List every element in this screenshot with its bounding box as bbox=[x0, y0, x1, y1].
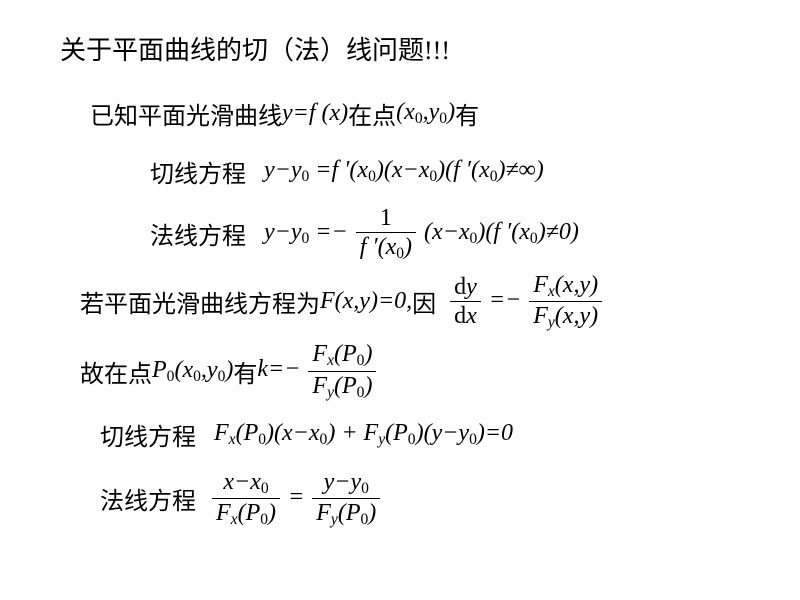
point-P0: P0(x0,y0) bbox=[152, 357, 233, 386]
text: 有 bbox=[233, 354, 257, 389]
label-normal: 法线方程 bbox=[150, 216, 246, 251]
eq-y-fx: y=f (x) bbox=[282, 100, 348, 127]
normal-condition: (f ′(x0)≠0) bbox=[485, 219, 579, 248]
slide: 关于平面曲线的切（法）线问题!!! 已知平面光滑曲线 y=f (x) 在点 (x… bbox=[0, 0, 800, 558]
normal-equation: y−y0 =− 1 f ′(x0) (x−x0) bbox=[264, 205, 485, 262]
line-given-curve: 已知平面光滑曲线 y=f (x) 在点 (x0,y0) 有 bbox=[90, 89, 760, 137]
text: 故在点 bbox=[80, 354, 152, 389]
line-normal-implicit: 法线方程 x−x0 Fx(P0) = y−y0 Fy(P0) bbox=[100, 469, 760, 528]
point-x0y0: (x0,y0) bbox=[396, 99, 455, 128]
tangent-condition: (f ′(x0)≠∞) bbox=[445, 157, 544, 186]
line-normal-explicit: 法线方程 y−y0 =− 1 f ′(x0) (x−x0) (f ′(x0)≠0… bbox=[150, 205, 760, 262]
label-tangent: 切线方程 bbox=[100, 417, 196, 452]
line-tangent-explicit: 切线方程 y−y0 =f ′(x0)(x−x0) (f ′(x0)≠∞) bbox=[150, 147, 760, 195]
label-normal: 法线方程 bbox=[100, 481, 196, 516]
tangent-equation: y−y0 =f ′(x0)(x−x0) bbox=[264, 157, 445, 186]
label-tangent: 切线方程 bbox=[150, 154, 246, 189]
normal-implicit-equation: x−x0 Fx(P0) = y−y0 Fy(P0) bbox=[210, 469, 382, 528]
line-slope-k: 故在点 P0(x0,y0) 有 k=− Fx(P0) Fy(P0) bbox=[80, 341, 760, 400]
text: 有 bbox=[455, 96, 479, 131]
text: 若平面光滑曲线方程为 bbox=[80, 284, 320, 319]
title: 关于平面曲线的切（法）线问题!!! bbox=[60, 30, 760, 67]
line-tangent-implicit: 切线方程 Fx(P0)(x−x0) + Fy(P0)(y−y0)=0 bbox=[100, 411, 760, 459]
tangent-implicit-equation: Fx(P0)(x−x0) + Fy(P0)(y−y0)=0 bbox=[214, 420, 513, 449]
dydx-formula: dy dx =− Fx(x,y) Fy(x,y) bbox=[448, 272, 604, 331]
line-implicit-intro: 若平面光滑曲线方程为 F(x,y)=0, 因 dy dx =− Fx(x,y) … bbox=[80, 272, 760, 331]
k-equation: k=− Fx(P0) Fy(P0) bbox=[257, 341, 378, 400]
eq-Fxy0: F(x,y)=0, bbox=[320, 288, 412, 315]
text: 因 bbox=[412, 284, 436, 319]
text: 在点 bbox=[348, 96, 396, 131]
text: 已知平面光滑曲线 bbox=[90, 96, 282, 131]
